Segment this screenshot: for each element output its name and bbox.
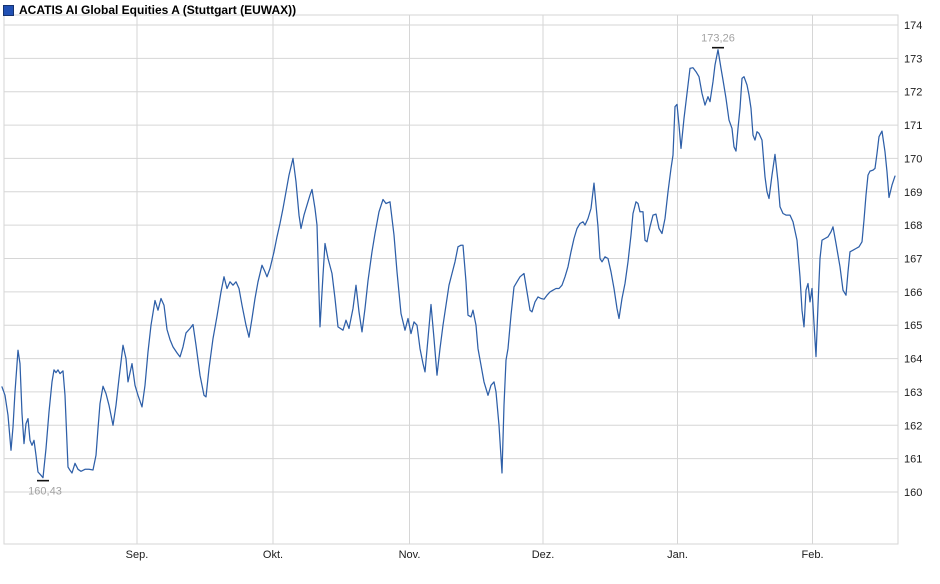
plot-frame: [3, 14, 899, 545]
y-axis-label: 172: [904, 87, 922, 99]
y-axis-label: 162: [904, 420, 922, 432]
x-axis-label: Okt.: [263, 549, 283, 561]
annotations: 173,26 160,43: [28, 33, 735, 498]
x-axis-label: Jan.: [667, 549, 688, 561]
y-axis-label: 168: [904, 220, 922, 232]
y-axis-label: 174: [904, 20, 922, 32]
min-label: 160,43: [28, 486, 62, 498]
gridlines: [4, 15, 898, 544]
x-axis: Sep. Okt. Nov. Dez. Jan. Feb.: [126, 549, 824, 561]
y-axis-label: 171: [904, 120, 922, 132]
chart-title: ACATIS AI Global Equities A (Stuttgart (…: [19, 3, 297, 17]
y-axis-label: 167: [904, 253, 922, 265]
price-line: [1, 49, 896, 479]
y-axis: 160 161 162 163 164 165 166 167 168 169 170 171 172 1…: [904, 20, 922, 499]
chart-legend: ACATIS AI Global Equities A (Stuttgart (…: [3, 3, 296, 17]
y-axis-label: 166: [904, 287, 922, 299]
y-axis-label: 165: [904, 320, 922, 332]
y-axis-label: 169: [904, 187, 922, 199]
y-axis-label: 160: [904, 487, 922, 499]
y-axis-label: 173: [904, 53, 922, 65]
legend-swatch-icon: [3, 4, 14, 16]
y-axis-label: 161: [904, 454, 922, 466]
max-label: 173,26: [701, 33, 735, 45]
x-axis-label: Nov.: [399, 549, 421, 561]
x-axis-label: Dez.: [532, 549, 555, 561]
y-axis-label: 163: [904, 387, 922, 399]
x-axis-label: Feb.: [801, 549, 823, 561]
y-axis-label: 164: [904, 354, 922, 366]
y-axis-label: 170: [904, 153, 922, 165]
x-axis-label: Sep.: [126, 549, 149, 561]
